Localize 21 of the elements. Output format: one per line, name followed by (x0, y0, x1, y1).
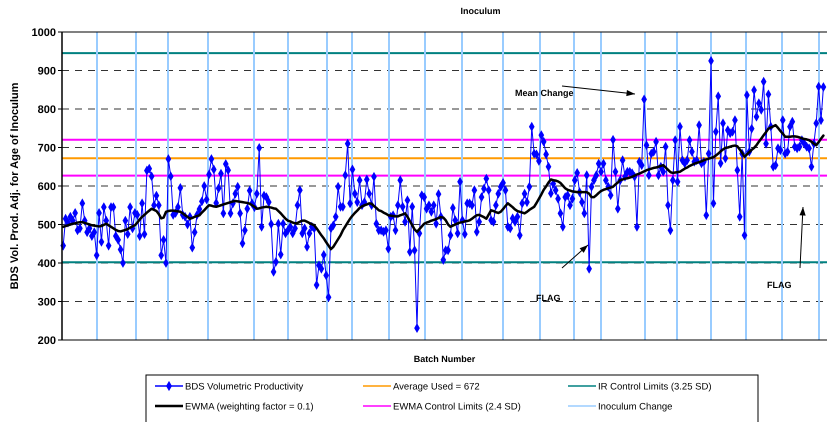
legend-label: IR Control Limits (3.25 SD) (598, 381, 712, 392)
annotation: Mean Change (515, 88, 574, 98)
y-tick-label: 700 (38, 142, 56, 154)
legend-label: EWMA Control Limits (2.4 SD) (393, 401, 521, 412)
legend-label: Average Used = 672 (393, 381, 480, 392)
y-axis-title: BDS Vol. Prod. Adj. for Age of Inoculum (9, 82, 21, 290)
y-tick-label: 200 (38, 334, 56, 347)
annotation: FLAG (767, 280, 792, 290)
x-axis-title: Batch Number (414, 354, 476, 364)
legend-label: BDS Volumetric Productivity (185, 381, 304, 392)
y-tick-label: 400 (38, 258, 56, 270)
text: Inoculum Change (598, 401, 672, 412)
annotation: FLAG (536, 293, 560, 303)
chart-title: Inoculum (460, 6, 500, 16)
legend-label: EWMA (weighting factor = 0.1) (185, 401, 314, 412)
y-tick-label: 900 (38, 65, 56, 78)
y-tick-label: 600 (38, 180, 56, 193)
y-tick-label: 800 (38, 104, 56, 116)
y-tick-label: 500 (38, 219, 56, 232)
y-tick-label: 1000 (32, 26, 56, 39)
y-tick-label: 300 (38, 296, 56, 308)
